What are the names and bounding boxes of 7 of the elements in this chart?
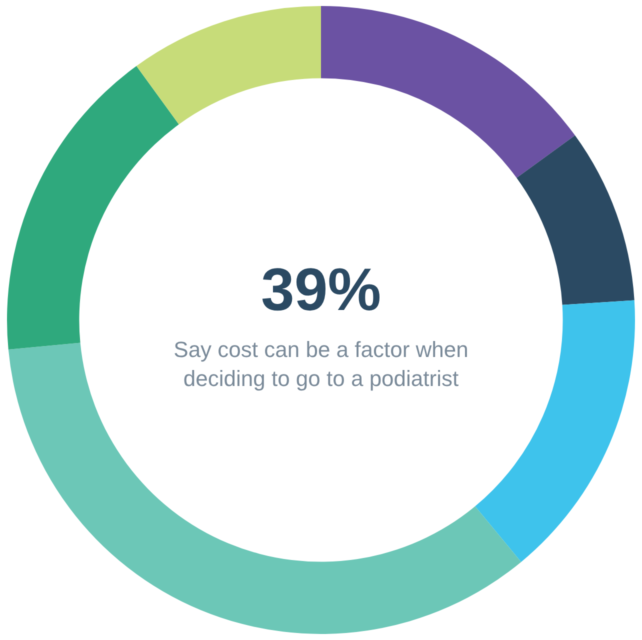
text: Say cost can be a factor when deciding to go to a podiatrist bbox=[174, 337, 468, 391]
donut-slice bbox=[516, 135, 634, 305]
text: 39% bbox=[260, 256, 382, 323]
donut-slice bbox=[8, 342, 522, 634]
donut-slice bbox=[136, 6, 321, 124]
donut-slice bbox=[475, 300, 635, 562]
donut-slice bbox=[321, 6, 576, 178]
